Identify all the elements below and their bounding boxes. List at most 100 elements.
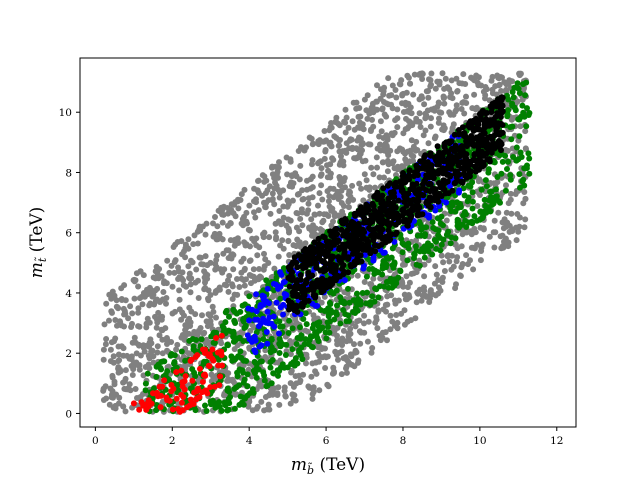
data-point [520, 109, 527, 116]
data-point [416, 262, 423, 269]
data-point [493, 193, 500, 200]
data-point [501, 79, 508, 86]
data-point [228, 353, 235, 360]
data-point [452, 147, 459, 154]
data-point [321, 128, 328, 134]
data-point [368, 126, 374, 133]
data-point [345, 204, 352, 211]
data-point [417, 124, 424, 130]
data-point [415, 189, 422, 196]
data-point [405, 241, 412, 248]
data-point [287, 351, 294, 358]
data-point [112, 317, 119, 323]
data-point [296, 176, 303, 183]
data-point [403, 176, 410, 182]
data-point [269, 357, 276, 363]
data-point [286, 266, 293, 273]
data-point [369, 116, 375, 123]
data-point [275, 285, 282, 292]
data-point [379, 159, 386, 166]
data-point [403, 159, 410, 166]
data-point [353, 236, 359, 243]
data-point [346, 299, 353, 306]
data-point [526, 155, 533, 162]
data-point [371, 207, 378, 214]
data-point [461, 192, 468, 199]
data-point [519, 178, 526, 185]
data-point [404, 72, 411, 79]
data-point [152, 313, 158, 320]
data-point [278, 271, 285, 278]
data-point [354, 272, 361, 279]
data-point [240, 315, 247, 322]
data-point [342, 354, 349, 361]
data-point [510, 94, 517, 101]
data-point [161, 278, 168, 285]
data-point [173, 395, 180, 402]
data-point [439, 70, 446, 77]
data-point [276, 401, 283, 408]
data-point [305, 286, 312, 293]
data-point [169, 310, 176, 317]
data-point [483, 183, 490, 190]
data-point [525, 112, 532, 118]
data-point [217, 266, 224, 273]
data-point [276, 208, 283, 214]
data-point [401, 321, 408, 328]
data-point [125, 315, 132, 322]
data-point [463, 252, 470, 259]
data-point [472, 168, 479, 175]
data-point [185, 330, 192, 337]
data-point [120, 305, 127, 312]
data-point [306, 337, 313, 344]
data-point [292, 373, 299, 380]
data-point [234, 235, 241, 242]
data-point [247, 243, 253, 250]
data-point [293, 341, 300, 347]
data-point [445, 228, 452, 235]
data-point [309, 280, 316, 287]
data-point [317, 158, 324, 165]
data-point [488, 109, 495, 116]
data-point [422, 115, 429, 122]
data-point [488, 77, 495, 84]
data-point [178, 399, 185, 406]
data-point [349, 182, 356, 189]
data-point [163, 335, 170, 341]
data-point [418, 165, 425, 172]
data-point [251, 209, 257, 216]
data-point [475, 178, 482, 185]
data-point [433, 271, 440, 278]
data-point [126, 381, 133, 388]
data-point [331, 133, 338, 140]
data-point [482, 177, 489, 184]
data-point [401, 307, 408, 314]
data-point [116, 357, 123, 364]
data-point [156, 383, 163, 390]
y-axis-label: mt̃ (TeV) [27, 207, 49, 279]
data-point [340, 337, 347, 344]
data-point [497, 199, 503, 206]
data-point [238, 354, 245, 361]
data-point [328, 120, 335, 126]
data-point [182, 357, 189, 364]
plot-frame [79, 57, 577, 428]
data-point [524, 162, 530, 169]
data-point [144, 370, 151, 377]
data-point [430, 174, 437, 181]
data-point [373, 98, 380, 105]
data-point [524, 105, 530, 112]
data-point [216, 284, 223, 291]
data-point [404, 108, 411, 115]
data-point [252, 337, 259, 344]
data-point [138, 399, 145, 406]
data-point [150, 385, 157, 392]
data-point [354, 255, 361, 262]
data-point [300, 371, 307, 378]
data-point [261, 178, 268, 185]
data-point [221, 399, 228, 406]
data-point [291, 284, 298, 291]
data-point [447, 240, 454, 247]
data-point [176, 296, 183, 303]
data-point [129, 320, 135, 327]
